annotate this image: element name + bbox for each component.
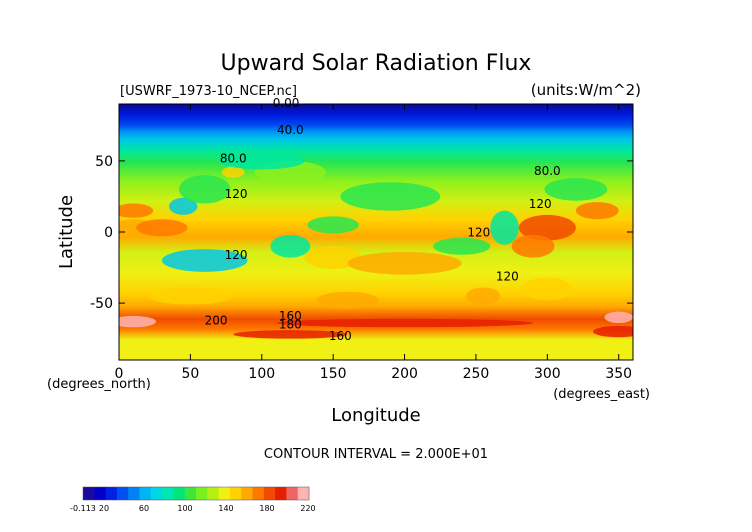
contour-label-11: 180 <box>279 318 302 332</box>
x-axis-label: Longitude <box>331 405 421 426</box>
y-tick-label-2: 50 <box>95 154 113 170</box>
x-tick-label-2: 100 <box>248 366 275 382</box>
chart-title: Upward Solar Radiation Flux <box>221 51 532 76</box>
file-label: [USWRF_1973-10_NCEP.nc] <box>120 84 297 99</box>
y-axis: -50 0 50 <box>90 154 633 312</box>
heatmap-patch-5 <box>221 166 245 178</box>
x-tick-label-3: 150 <box>320 366 347 382</box>
colorbar <box>82 486 310 501</box>
colorbar-swatch-17 <box>275 487 287 500</box>
y-unit-label: (degrees_north) <box>47 377 151 392</box>
heatmap-patch-15 <box>575 202 619 220</box>
colorbar-label-5: 180 <box>259 504 274 513</box>
contour-label-12: 160 <box>329 329 352 343</box>
colorbar-swatch-4 <box>128 487 140 500</box>
plot-area <box>119 104 633 360</box>
contour-label-8: 120 <box>496 269 519 283</box>
x-tick-label-7: 350 <box>605 366 632 382</box>
contour-label-2: 80.0 <box>220 151 247 165</box>
colorbar-swatch-8 <box>173 487 186 500</box>
heatmap-patch-23 <box>119 315 157 328</box>
colorbar-swatch-10 <box>196 487 208 500</box>
heatmap-patch-0 <box>119 203 154 218</box>
contour-label-9: 200 <box>205 313 228 327</box>
contour-label-10: 160 <box>279 309 302 323</box>
colorbar-frame <box>82 486 310 501</box>
contour-label-0: 0.00 <box>273 96 300 110</box>
colorbar-swatch-6 <box>150 487 163 500</box>
x-tick-label-1: 50 <box>181 366 199 382</box>
contour-label-4: 120 <box>225 187 248 201</box>
heatmap-patch-20 <box>465 287 501 305</box>
colorbar-swatch-2 <box>105 487 118 500</box>
heatmap-patch-24 <box>604 311 633 324</box>
colorbar-swatch-5 <box>139 487 152 500</box>
colorbar-swatch-18 <box>286 487 299 500</box>
colorbar-label-3: 100 <box>177 504 192 513</box>
y-tick-label-1: 0 <box>104 225 113 241</box>
contour-label-6: 120 <box>467 225 490 239</box>
contour-interval-text: CONTOUR INTERVAL = 2.000E+01 <box>264 447 488 462</box>
contour-label-5: 120 <box>529 197 552 211</box>
heatmap-patch-28 <box>218 152 305 170</box>
y-tick-label-0: -50 <box>90 296 113 312</box>
colorbar-labels: -0.113 20 60 100 140 180 220 <box>70 504 316 513</box>
x-tick-label-0: 0 <box>115 366 124 382</box>
heatmap-patch-27 <box>593 325 633 338</box>
heatmap-patch-2 <box>136 219 188 237</box>
heatmap-patches <box>119 152 633 339</box>
heatmap-patch-22 <box>316 291 379 309</box>
heatmap-patch-11 <box>433 237 491 255</box>
heatmap-patch-14 <box>511 234 555 258</box>
heatmap-patch-3 <box>168 197 198 215</box>
colorbar-label-6: 220 <box>300 504 315 513</box>
heatmap-patch-21 <box>147 287 234 305</box>
heatmap-patch-7 <box>270 234 311 258</box>
x-tick-label-5: 250 <box>463 366 490 382</box>
colorbar-swatch-12 <box>218 487 231 500</box>
colorbar-swatch-7 <box>162 487 174 500</box>
heatmap-patch-25 <box>276 318 534 328</box>
colorbar-swatch-16 <box>263 487 276 500</box>
contour-label-1: 40.0 <box>277 123 304 137</box>
colorbar-swatch-15 <box>252 487 265 500</box>
heatmap-patch-13 <box>518 214 576 241</box>
colorbar-label-4: 140 <box>218 504 233 513</box>
heatmap-patch-6 <box>161 249 248 272</box>
x-axis: 0 50 100 150 200 250 300 350 <box>115 104 632 382</box>
colorbar-label-2: 60 <box>139 504 149 513</box>
contour-label-3: 80.0 <box>534 164 561 178</box>
colorbar-swatch-11 <box>207 487 220 500</box>
heatmap-patch-4 <box>178 175 231 204</box>
heatmap-patch-10 <box>347 251 462 275</box>
colorbar-label-1: 20 <box>99 504 109 513</box>
heatmap-patch-8 <box>307 216 359 234</box>
heatmap-patch-17 <box>340 182 441 211</box>
y-axis-label: Latitude <box>56 195 77 269</box>
x-tick-label-6: 300 <box>534 366 561 382</box>
contour-label-7: 120 <box>225 248 248 262</box>
colorbar-swatch-13 <box>229 487 242 500</box>
colorbar-swatch-3 <box>116 487 129 500</box>
colorbar-swatch-14 <box>241 487 253 500</box>
colorbar-swatch-1 <box>94 487 107 500</box>
heatmap-patch-12 <box>490 210 519 245</box>
colorbar-swatch-0 <box>83 487 95 500</box>
colorbar-label-0: -0.113 <box>70 504 96 513</box>
x-unit-label: (degrees_east) <box>553 387 650 402</box>
x-tick-label-4: 200 <box>391 366 418 382</box>
units-label: (units:W/m^2) <box>531 81 641 99</box>
heatmap-patch-26 <box>233 330 348 339</box>
heatmap-patch-16 <box>544 177 608 201</box>
colorbar-swatch-19 <box>297 487 310 500</box>
heatmap-patch-19 <box>521 277 574 301</box>
colorbar-swatch-9 <box>184 487 197 500</box>
